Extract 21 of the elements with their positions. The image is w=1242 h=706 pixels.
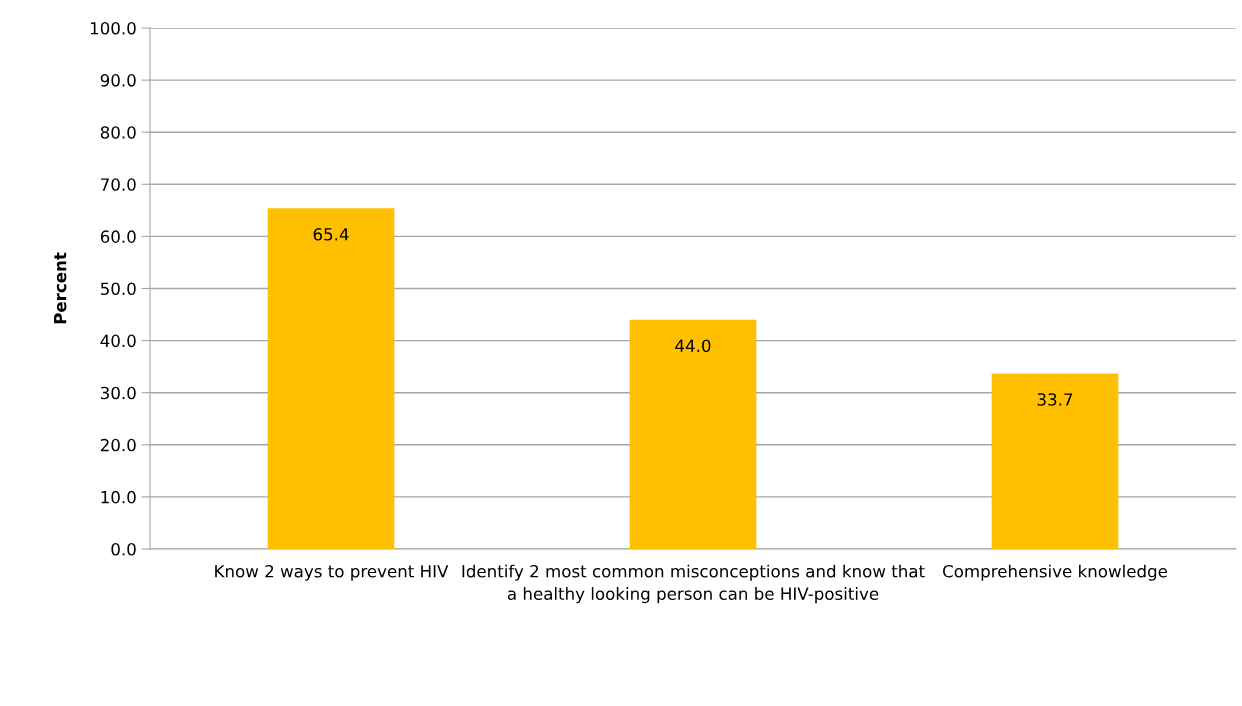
- y-tick-label: 60.0: [100, 230, 136, 243]
- y-axis-title: Percent: [54, 252, 67, 324]
- bar: [629, 319, 757, 549]
- x-tick-label: Know 2 ways to prevent HIV: [215, 564, 449, 581]
- y-tick-label: 50.0: [100, 282, 136, 296]
- bar: [267, 208, 395, 549]
- y-tick-label: 10.0: [101, 490, 136, 504]
- y-tick-label: 0.0: [111, 542, 136, 556]
- y-tick-label: 80.0: [100, 126, 136, 139]
- x-tick-label: Comprehensive knowledge: [943, 564, 1168, 581]
- data-label: 44.0: [675, 339, 711, 353]
- x-tick-label: Identify 2 most common misconceptions and know that a healthy looking person can be HIV-positive: [462, 564, 925, 604]
- y-tick-label: 20.0: [100, 438, 136, 452]
- y-tick-label: 30.0: [100, 386, 136, 400]
- y-tick-label: 100.0: [90, 21, 136, 35]
- data-label: 65.4: [313, 228, 349, 241]
- bar: [991, 373, 1119, 549]
- y-tick-label: 40.0: [100, 334, 136, 348]
- y-tick-label: 70.0: [101, 178, 136, 191]
- y-tick-label: 90.0: [100, 74, 136, 87]
- data-label: 33.7: [1037, 393, 1073, 406]
